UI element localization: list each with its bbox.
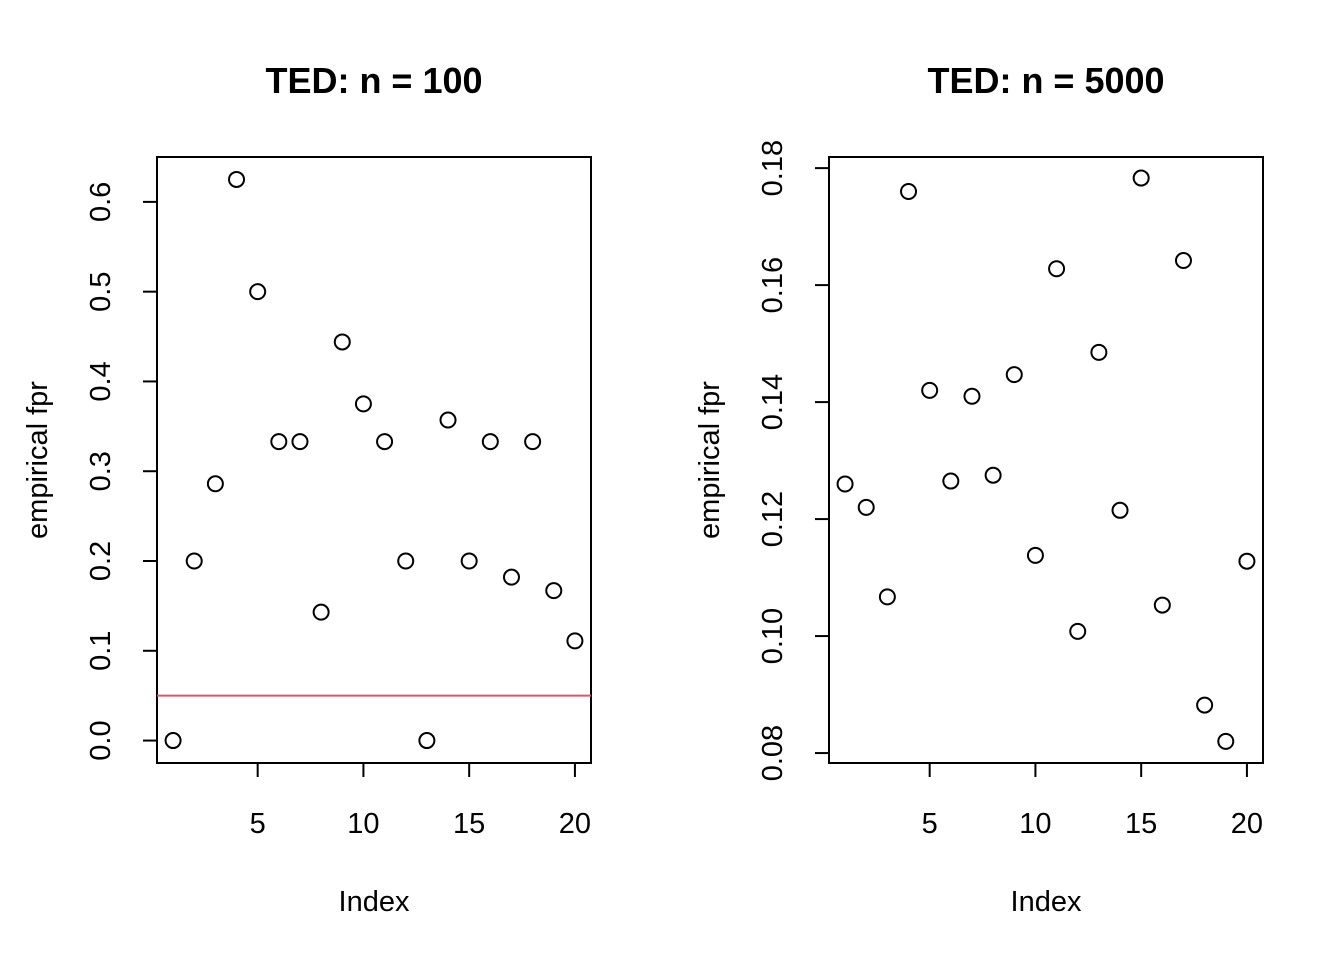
left-data-point (333, 333, 351, 351)
left-data-point (502, 568, 520, 586)
right-ticks: 5 10 15 20 0.08 0.10 0.12 0.14 0.16 0.18 (757, 140, 1263, 840)
right-plot-title: TED: n = 5000 (927, 60, 1164, 101)
left-x-tick-label: 5 (250, 808, 266, 840)
left-data-point (481, 433, 499, 451)
left-x-axis-label: Index (339, 886, 410, 918)
left-x-tick-label: 15 (453, 808, 485, 840)
right-x-tick-label: 5 (922, 808, 938, 840)
left-data-point (249, 283, 267, 301)
right-data-point (1026, 546, 1044, 564)
right-data-point (900, 183, 918, 201)
left-data-point (397, 552, 415, 570)
left-ticks: 5 10 15 20 0.0 0.1 0.2 0.3 0.4 0.5 0.6 (85, 182, 591, 840)
right-data-point (1005, 366, 1023, 384)
left-data-point (291, 433, 309, 451)
right-data-point (1111, 501, 1129, 519)
right-data-point (857, 498, 875, 516)
right-y-tick-label: 0.16 (757, 257, 789, 313)
right-plot-panel: TED: n = 5000 Index empirical fpr 5 10 15 2… (694, 60, 1264, 918)
left-y-tick-label: 0.2 (85, 541, 117, 581)
left-data-point (566, 632, 584, 650)
right-y-tick-label: 0.12 (757, 491, 789, 547)
left-data-point (354, 395, 372, 413)
right-data-point (1238, 552, 1256, 570)
right-data-point (1217, 732, 1235, 750)
left-y-axis-label: empirical fpr (22, 381, 54, 539)
right-x-tick-label: 10 (1019, 808, 1051, 840)
left-y-tick-label: 0.4 (85, 361, 117, 401)
left-marks (157, 170, 591, 750)
right-y-tick-label: 0.18 (757, 140, 789, 196)
right-data-point (878, 588, 896, 606)
right-data-point (1132, 169, 1150, 187)
right-y-tick-label: 0.14 (757, 374, 789, 430)
left-y-tick-label: 0.3 (85, 451, 117, 491)
right-data-point (1196, 696, 1214, 714)
right-data-point (1090, 343, 1108, 361)
left-y-tick-label: 0.5 (85, 272, 117, 312)
left-data-point (524, 433, 542, 451)
right-data-point (836, 475, 854, 493)
left-data-point (270, 433, 288, 451)
right-x-tick-label: 20 (1231, 808, 1263, 840)
left-y-tick-label: 0.0 (85, 720, 117, 760)
left-y-tick-label: 0.1 (85, 631, 117, 671)
left-x-tick-label: 20 (559, 808, 591, 840)
right-data-point (942, 472, 960, 490)
right-x-axis-label: Index (1011, 886, 1082, 918)
left-data-point (418, 732, 436, 750)
right-data-point (1174, 252, 1192, 270)
left-data-point (439, 411, 457, 429)
right-data-point (984, 466, 1002, 484)
right-data-point (921, 381, 939, 399)
left-y-tick-label: 0.6 (85, 182, 117, 222)
right-data-point (1048, 260, 1066, 278)
right-marks (836, 169, 1256, 750)
right-y-tick-label: 0.08 (757, 725, 789, 781)
left-data-point (545, 582, 563, 600)
left-plot-frame (156, 156, 592, 764)
left-data-point (312, 603, 330, 621)
right-y-tick-label: 0.10 (757, 608, 789, 664)
right-y-axis-label: empirical fpr (694, 381, 726, 539)
left-data-point (206, 475, 224, 493)
left-data-point (228, 170, 246, 188)
left-data-point (460, 552, 478, 570)
right-data-point (963, 387, 981, 405)
right-data-point (1153, 596, 1171, 614)
left-plot-panel: TED: n = 100 Index empirical fpr 5 10 15 20… (22, 60, 592, 918)
left-data-point (185, 552, 203, 570)
left-plot-title: TED: n = 100 (265, 60, 482, 101)
right-x-tick-label: 15 (1125, 808, 1157, 840)
left-data-point (164, 732, 182, 750)
right-data-point (1069, 622, 1087, 640)
left-x-tick-label: 10 (347, 808, 379, 840)
left-data-point (376, 433, 394, 451)
right-plot-frame (828, 156, 1264, 764)
